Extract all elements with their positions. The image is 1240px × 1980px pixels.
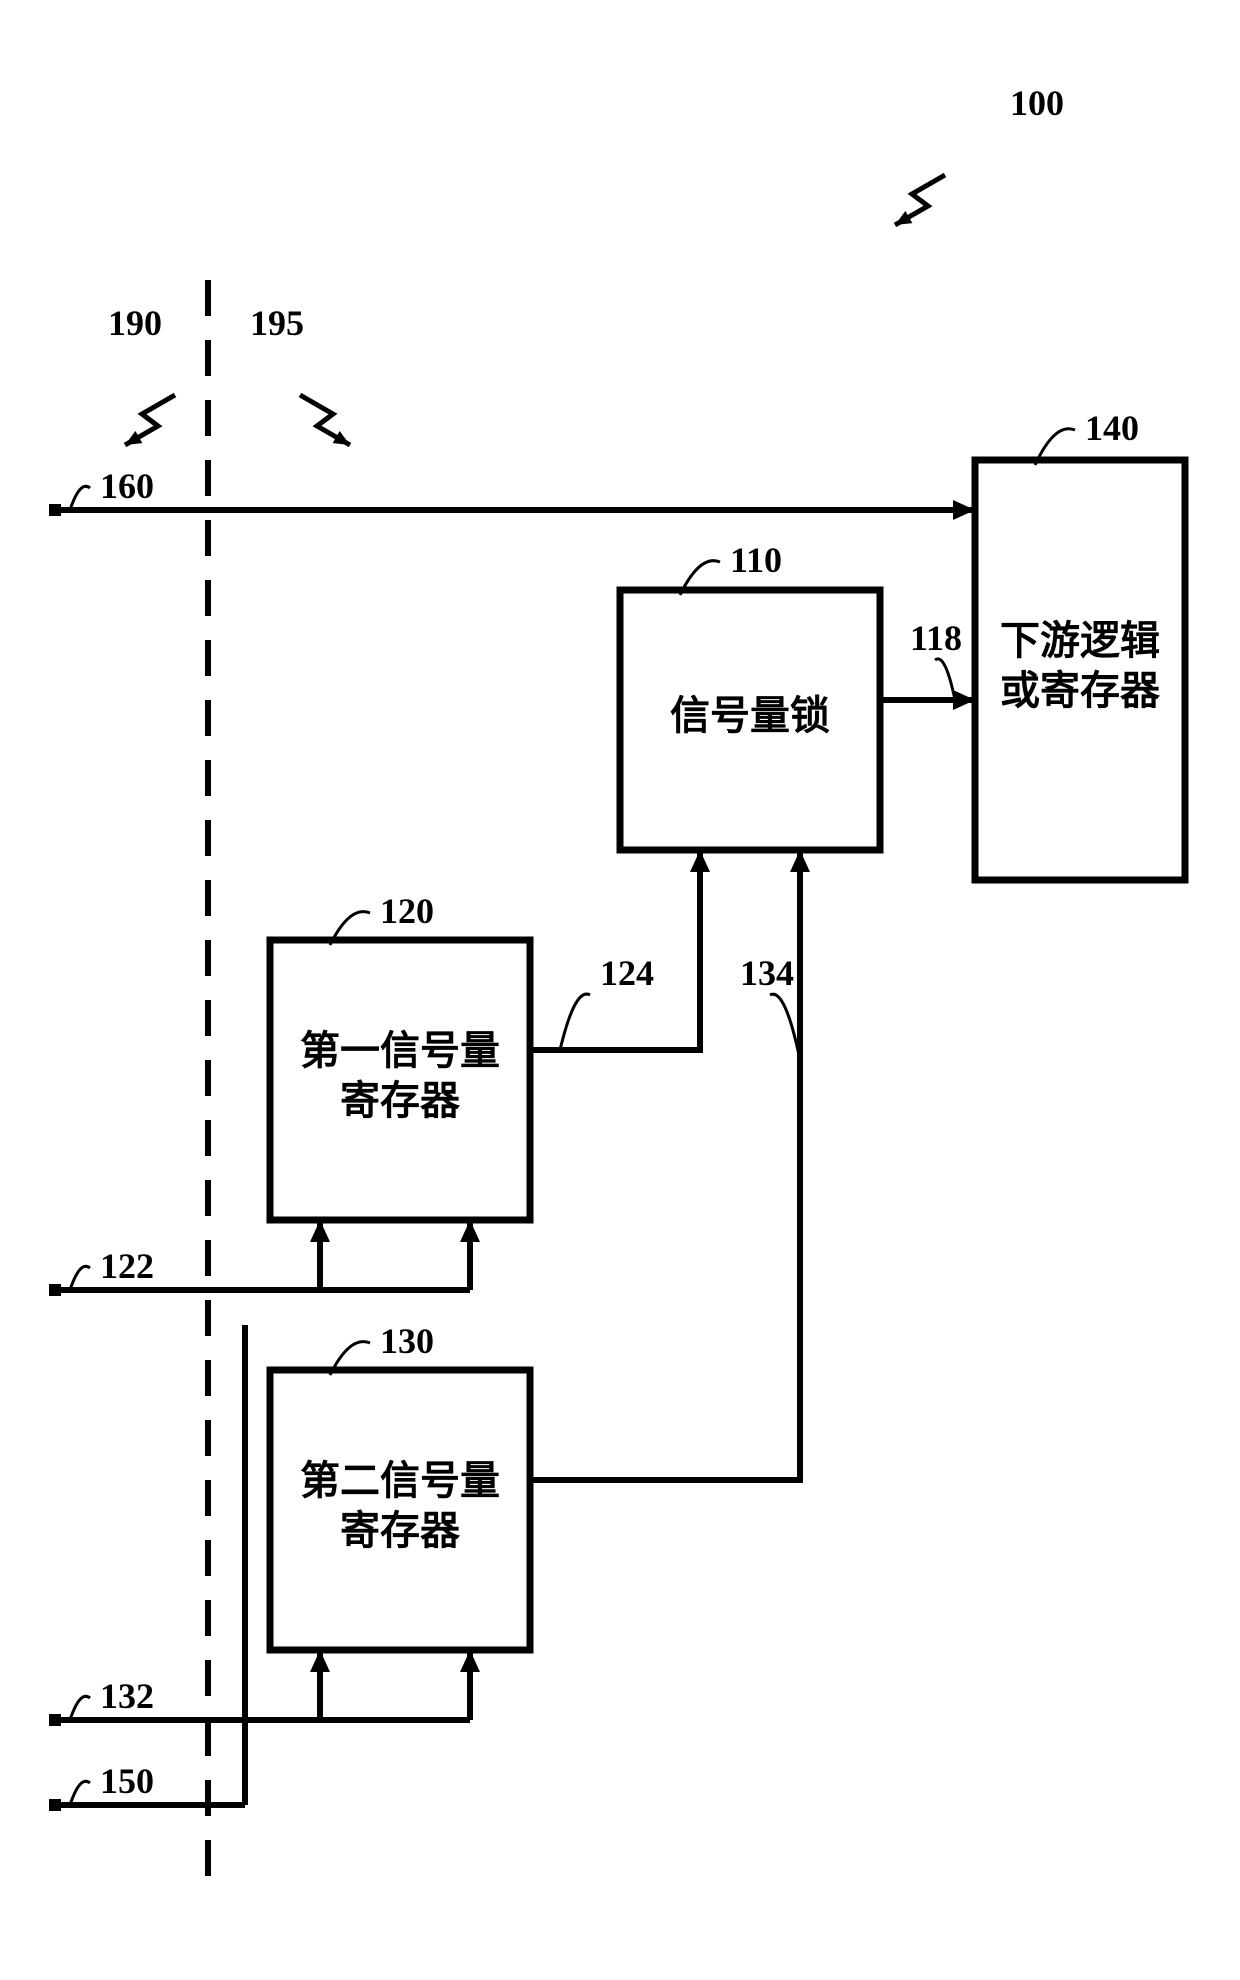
ref-124: 124: [600, 953, 654, 993]
ref-130: 130: [380, 1321, 434, 1361]
ref-110: 110: [730, 540, 782, 580]
ref-120: 120: [380, 891, 434, 931]
ref-150: 150: [100, 1761, 154, 1801]
second-semaphore-register-box-label: 寄存器: [340, 1508, 461, 1553]
ref-190: 190: [108, 303, 162, 343]
ref-118: 118: [910, 618, 962, 658]
ref-195: 195: [250, 303, 304, 343]
first-semaphore-register-box-label: 第一信号量: [300, 1028, 500, 1073]
ref-134: 134: [740, 953, 794, 993]
downstream-box-label: 下游逻辑: [1000, 618, 1160, 663]
first-semaphore-register-box-label: 寄存器: [340, 1078, 461, 1123]
ref-140: 140: [1085, 408, 1139, 448]
block-diagram: 下游逻辑或寄存器信号量锁第一信号量寄存器第二信号量寄存器100110118120…: [0, 0, 1240, 1980]
second-semaphore-register-box-label: 第二信号量: [300, 1458, 500, 1503]
ref-100: 100: [1010, 83, 1064, 123]
ref-122: 122: [100, 1246, 154, 1286]
downstream-box-label: 或寄存器: [1000, 668, 1161, 713]
semaphore-lock-box-label: 信号量锁: [670, 693, 830, 738]
ref-160: 160: [100, 466, 154, 506]
ref-132: 132: [100, 1676, 154, 1716]
